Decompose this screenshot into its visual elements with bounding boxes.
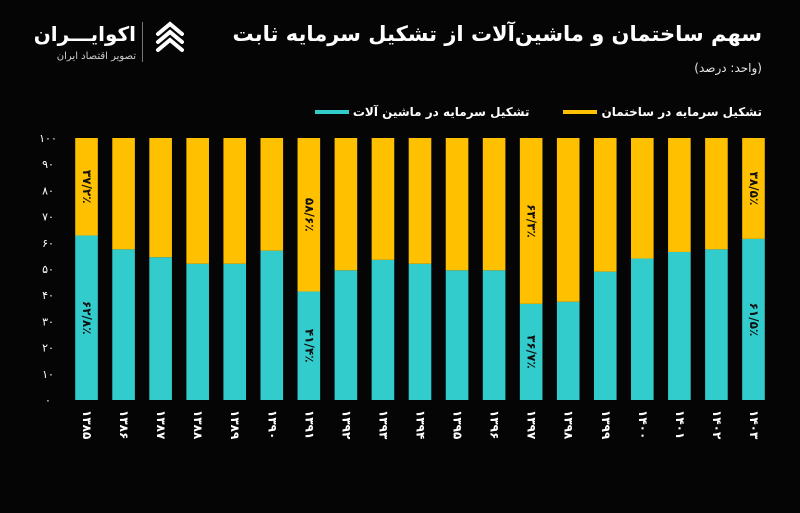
brand-subtitle: تصویر اقتصاد ایران bbox=[56, 51, 136, 62]
legend-item-machinery: تشکیل سرمایه در ماشین آلات bbox=[314, 105, 530, 119]
bar-segment-machinery bbox=[445, 270, 469, 400]
x-tick-label: ۱۴۰۳ bbox=[747, 410, 761, 440]
bar-segment-construction bbox=[408, 138, 432, 264]
x-tick-label: ۱۳۹۸ bbox=[562, 410, 576, 440]
y-tick-label: ۵۰ bbox=[42, 263, 54, 276]
y-tick-label: ۰ bbox=[45, 394, 51, 407]
chart-title: سهم ساختمان و ماشین‌آلات از تشکیل سرمایه… bbox=[232, 22, 762, 46]
bar-segment-machinery bbox=[556, 301, 580, 400]
x-tick-label: ۱۴۰۰ bbox=[636, 410, 650, 439]
x-tick-label: ۱۴۰۲ bbox=[710, 410, 724, 440]
x-tick-label: ۱۳۹۱ bbox=[302, 410, 316, 439]
bar-segment-construction bbox=[705, 138, 728, 250]
brand-name: اکوایـــران bbox=[33, 22, 136, 46]
bar-segment-machinery bbox=[186, 263, 209, 400]
x-tick-label: ۱۳۹۳ bbox=[376, 410, 390, 440]
bar-segment-machinery bbox=[593, 271, 617, 400]
y-tick-label: ۱۰۰ bbox=[39, 132, 57, 145]
bar-segment-construction bbox=[668, 138, 691, 252]
x-tick-label: ۱۳۹۷ bbox=[525, 410, 539, 440]
bar-segment-machinery bbox=[631, 258, 654, 400]
y-tick-label: ۱۰ bbox=[42, 368, 54, 381]
data-label-machinery: ۳۶/۷٪ bbox=[525, 335, 539, 369]
bar-segment-construction bbox=[519, 138, 543, 304]
bar-segment-machinery bbox=[742, 238, 765, 400]
logo-divider bbox=[142, 22, 143, 62]
y-tick-label: ۲۰ bbox=[42, 342, 54, 355]
bar-segment-machinery bbox=[408, 263, 432, 400]
bar-segment-machinery bbox=[149, 257, 172, 400]
data-label-machinery: ۶۲/۸٪ bbox=[80, 301, 94, 335]
brand-logo: اکوایـــران تصویر اقتصاد ایران bbox=[30, 18, 210, 68]
bar-segment-machinery bbox=[112, 249, 135, 400]
unit-label: (واحد: درصد) bbox=[694, 61, 762, 75]
bar-segment-machinery bbox=[371, 259, 395, 400]
data-label-machinery: ۴۱/۴٪ bbox=[302, 329, 316, 363]
y-tick-label: ۳۰ bbox=[42, 315, 54, 328]
x-tick-label: ۱۳۸۷ bbox=[154, 410, 168, 440]
x-tick-label: ۱۳۹۵ bbox=[451, 410, 465, 439]
bar-segment-machinery bbox=[519, 303, 543, 400]
bar-segment-machinery bbox=[482, 270, 506, 400]
legend-swatch-machinery bbox=[314, 110, 349, 114]
data-label-construction: ۶۳/۳٪ bbox=[525, 204, 539, 238]
bar-segment-construction bbox=[223, 138, 247, 264]
bar-segment-machinery bbox=[668, 251, 691, 400]
bar-segment-construction bbox=[445, 138, 469, 271]
x-tick-label: ۱۳۹۶ bbox=[488, 410, 502, 439]
chart-legend: تشکیل سرمایه در ماشین آلات تشکیل سرمایه … bbox=[314, 105, 762, 119]
bar-segment-construction bbox=[556, 138, 580, 302]
bar-segment-construction bbox=[75, 138, 98, 236]
x-tick-label: ۱۳۸۸ bbox=[191, 410, 205, 440]
y-tick-label: ۹۰ bbox=[42, 158, 54, 171]
x-tick-label: ۱۳۹۰ bbox=[265, 410, 279, 439]
y-tick-label: ۴۰ bbox=[42, 289, 54, 302]
bar-segment-machinery bbox=[705, 249, 728, 400]
y-tick-label: ۶۰ bbox=[42, 237, 54, 250]
x-tick-label: ۱۳۹۹ bbox=[599, 410, 613, 440]
bar-segment-construction bbox=[482, 138, 506, 271]
x-tick-label: ۱۳۸۶ bbox=[117, 410, 131, 439]
x-tick-label: ۱۳۹۴ bbox=[414, 410, 428, 439]
data-label-construction: ۳۸/۵٪ bbox=[747, 172, 761, 206]
x-tick-label: ۱۳۸۵ bbox=[80, 410, 94, 439]
bar-segment-machinery bbox=[334, 270, 358, 400]
x-tick-label: ۱۴۰۱ bbox=[673, 410, 687, 439]
bar-segment-construction bbox=[371, 138, 395, 260]
bar-segment-construction bbox=[742, 138, 765, 239]
bar-segment-construction bbox=[334, 138, 358, 271]
x-tick-label: ۱۳۸۹ bbox=[228, 410, 242, 440]
data-label-construction: ۵۸/۶٪ bbox=[302, 198, 316, 232]
y-tick-label: ۷۰ bbox=[42, 211, 54, 224]
bar-segment-construction bbox=[297, 138, 321, 292]
bar-segment-construction bbox=[260, 138, 284, 251]
bar-segment-construction bbox=[631, 138, 654, 259]
bar-segment-machinery bbox=[260, 250, 284, 400]
legend-swatch-construction bbox=[563, 110, 598, 114]
ecoiran-logo-icon bbox=[156, 21, 184, 52]
x-tick-label: ۱۳۹۲ bbox=[339, 410, 353, 440]
bar-segment-machinery bbox=[297, 291, 321, 400]
y-tick-label: ۸۰ bbox=[42, 184, 54, 197]
data-label-construction: ۳۷/۲٪ bbox=[80, 170, 94, 204]
bar-segment-machinery bbox=[75, 235, 98, 400]
bar-segment-construction bbox=[149, 138, 172, 258]
data-label-machinery: ۶۱/۵٪ bbox=[747, 303, 761, 337]
bar-segment-construction bbox=[186, 138, 209, 264]
bar-segment-construction bbox=[593, 138, 617, 272]
legend-label-construction: تشکیل سرمایه در ساختمان bbox=[601, 105, 762, 119]
bar-segment-construction bbox=[112, 138, 135, 250]
legend-item-construction: تشکیل سرمایه در ساختمان bbox=[563, 105, 762, 119]
bar-segment-machinery bbox=[223, 263, 247, 400]
legend-label-machinery: تشکیل سرمایه در ماشین آلات bbox=[352, 105, 530, 119]
